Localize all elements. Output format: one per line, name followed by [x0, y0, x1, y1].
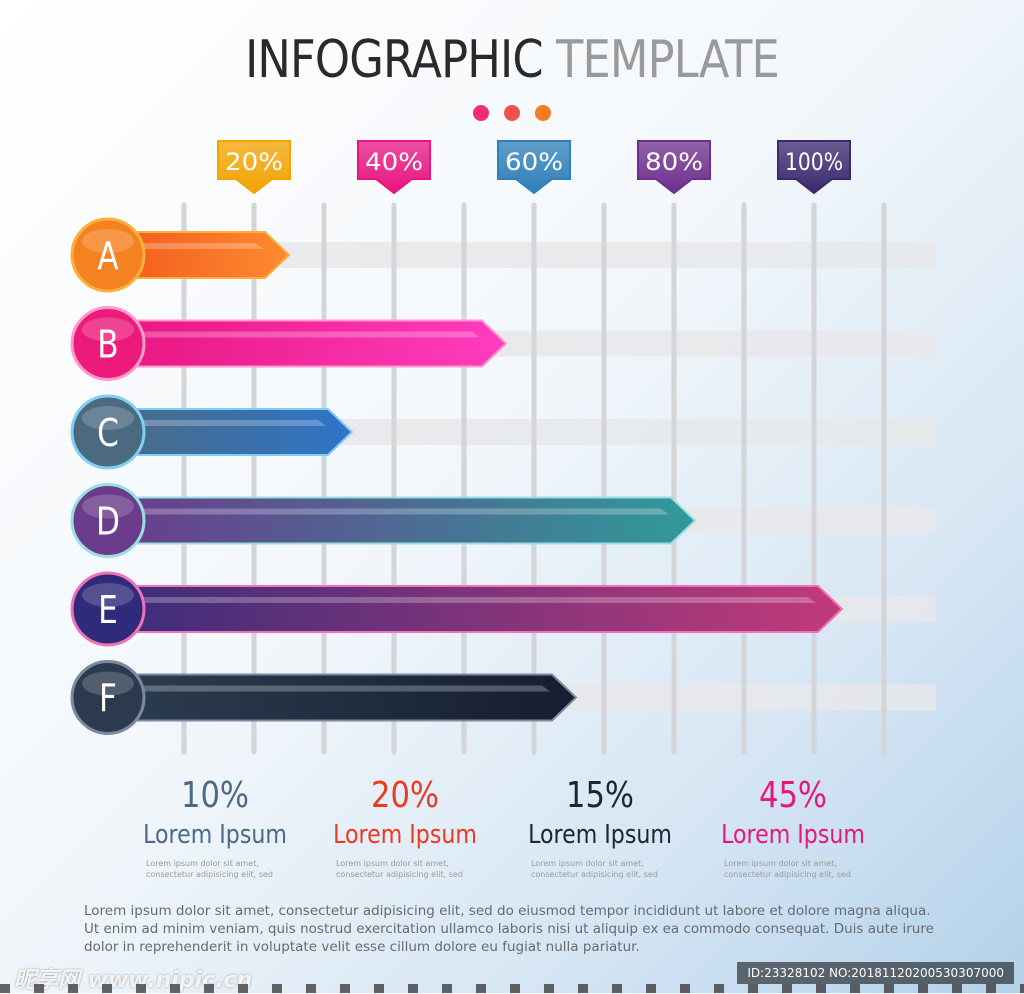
bar-circle-shine — [82, 229, 134, 253]
tick-tag-shape — [777, 140, 851, 195]
bar-body — [107, 585, 844, 633]
stat-2: 20% Lorem Ipsum Lorem ipsum dolor sit am… — [320, 775, 490, 880]
stat-value: 15% — [565, 775, 634, 816]
bar-d: D — [70, 483, 697, 558]
bar-circle-shine — [82, 406, 134, 430]
stat-value: 20% — [370, 775, 439, 816]
bars: A BC DE F — [70, 217, 844, 735]
bar-b: B — [70, 306, 508, 381]
bar-c: C — [70, 394, 354, 470]
bar-circle — [70, 217, 146, 293]
grid-lines — [181, 202, 887, 755]
stat-value: 10% — [180, 775, 249, 816]
tick-tag: 20% — [217, 140, 291, 195]
stat-4: 45% Lorem Ipsum Lorem ipsum dolor sit am… — [708, 775, 878, 880]
stat-desc: Lorem ipsum dolor sit amet, consectetur a… — [531, 859, 658, 879]
category-label: A — [97, 235, 119, 279]
icon-strip — [0, 984, 1024, 993]
stat-1: 10% Lorem Ipsum Lorem ipsum dolor sit am… — [130, 775, 300, 880]
stat-label: Lorem Ipsum — [143, 820, 287, 850]
title-dot — [535, 105, 551, 121]
title-dots — [473, 105, 551, 121]
stat-desc: Lorem ipsum dolor sit amet, consectetur a… — [724, 859, 851, 879]
category-label: B — [97, 324, 118, 368]
stat-3: 15% Lorem Ipsum Lorem ipsum dolor sit am… — [515, 775, 685, 880]
tick-tag: 40% — [357, 140, 431, 195]
bar-circle-shine — [82, 317, 134, 342]
tick-label: 100% — [785, 148, 843, 176]
bar-body — [107, 319, 508, 368]
stat-desc: Lorem ipsum dolor sit amet, consectetur a… — [336, 859, 463, 879]
bar-circle — [70, 571, 146, 647]
bar-circle — [70, 660, 146, 735]
title-accent: TEMPLATE — [556, 30, 780, 90]
bar-circle-shine — [82, 671, 134, 696]
tick-tag: 60% — [497, 140, 571, 195]
page-title: INFOGRAPHIC TEMPLATE — [72, 30, 953, 90]
bar-body — [107, 496, 697, 545]
tick-label: 60% — [505, 148, 563, 176]
category-label: C — [97, 412, 119, 456]
title-dot — [504, 105, 520, 121]
stat-value: 45% — [758, 775, 827, 816]
bar-highlight — [138, 420, 326, 426]
stat-label: Lorem Ipsum — [528, 820, 672, 850]
tick-tag-shape — [217, 140, 291, 195]
tick-tag: 100% — [777, 140, 851, 195]
category-label: F — [99, 678, 117, 722]
bar-highlight — [138, 597, 816, 603]
bar-highlight — [138, 331, 480, 338]
bar-circle-shine — [82, 494, 134, 519]
stat-label: Lorem Ipsum — [333, 820, 477, 850]
bar-circle — [70, 483, 146, 558]
tick-label: 80% — [645, 148, 703, 176]
title-main: INFOGRAPHIC — [245, 30, 543, 90]
tick-label: 40% — [365, 148, 423, 176]
body-paragraph: Lorem ipsum dolor sit amet, consectetur … — [84, 903, 934, 955]
bar-circle-shine — [82, 583, 134, 607]
tick-tag-shape — [497, 140, 571, 195]
bar-a: A — [70, 217, 291, 293]
title-dot — [473, 105, 489, 121]
tick-tag-shape — [357, 140, 431, 195]
bar-chart: 20% 40% 60% 80% 100% A BC DE F — [70, 105, 936, 755]
bar-circle — [70, 306, 146, 381]
category-label: E — [98, 589, 118, 633]
bar-f: F — [70, 660, 578, 735]
tick-tag: 80% — [637, 140, 711, 195]
bar-e: E — [70, 571, 844, 647]
watermark-id: ID:23328102 NO:20181120200530307000 — [737, 962, 1014, 984]
stat-desc: Lorem ipsum dolor sit amet, consectetur a… — [146, 859, 273, 879]
bar-body — [107, 673, 578, 722]
tick-labels: 20% 40% 60% 80% 100% — [217, 140, 851, 195]
bar-highlight — [138, 508, 669, 515]
bar-highlight — [138, 685, 550, 692]
tick-label: 20% — [225, 148, 283, 176]
stat-label: Lorem Ipsum — [721, 820, 865, 850]
bar-highlight — [138, 243, 263, 249]
tick-tag-shape — [637, 140, 711, 195]
category-label: D — [96, 501, 120, 545]
bar-circle — [70, 394, 146, 470]
